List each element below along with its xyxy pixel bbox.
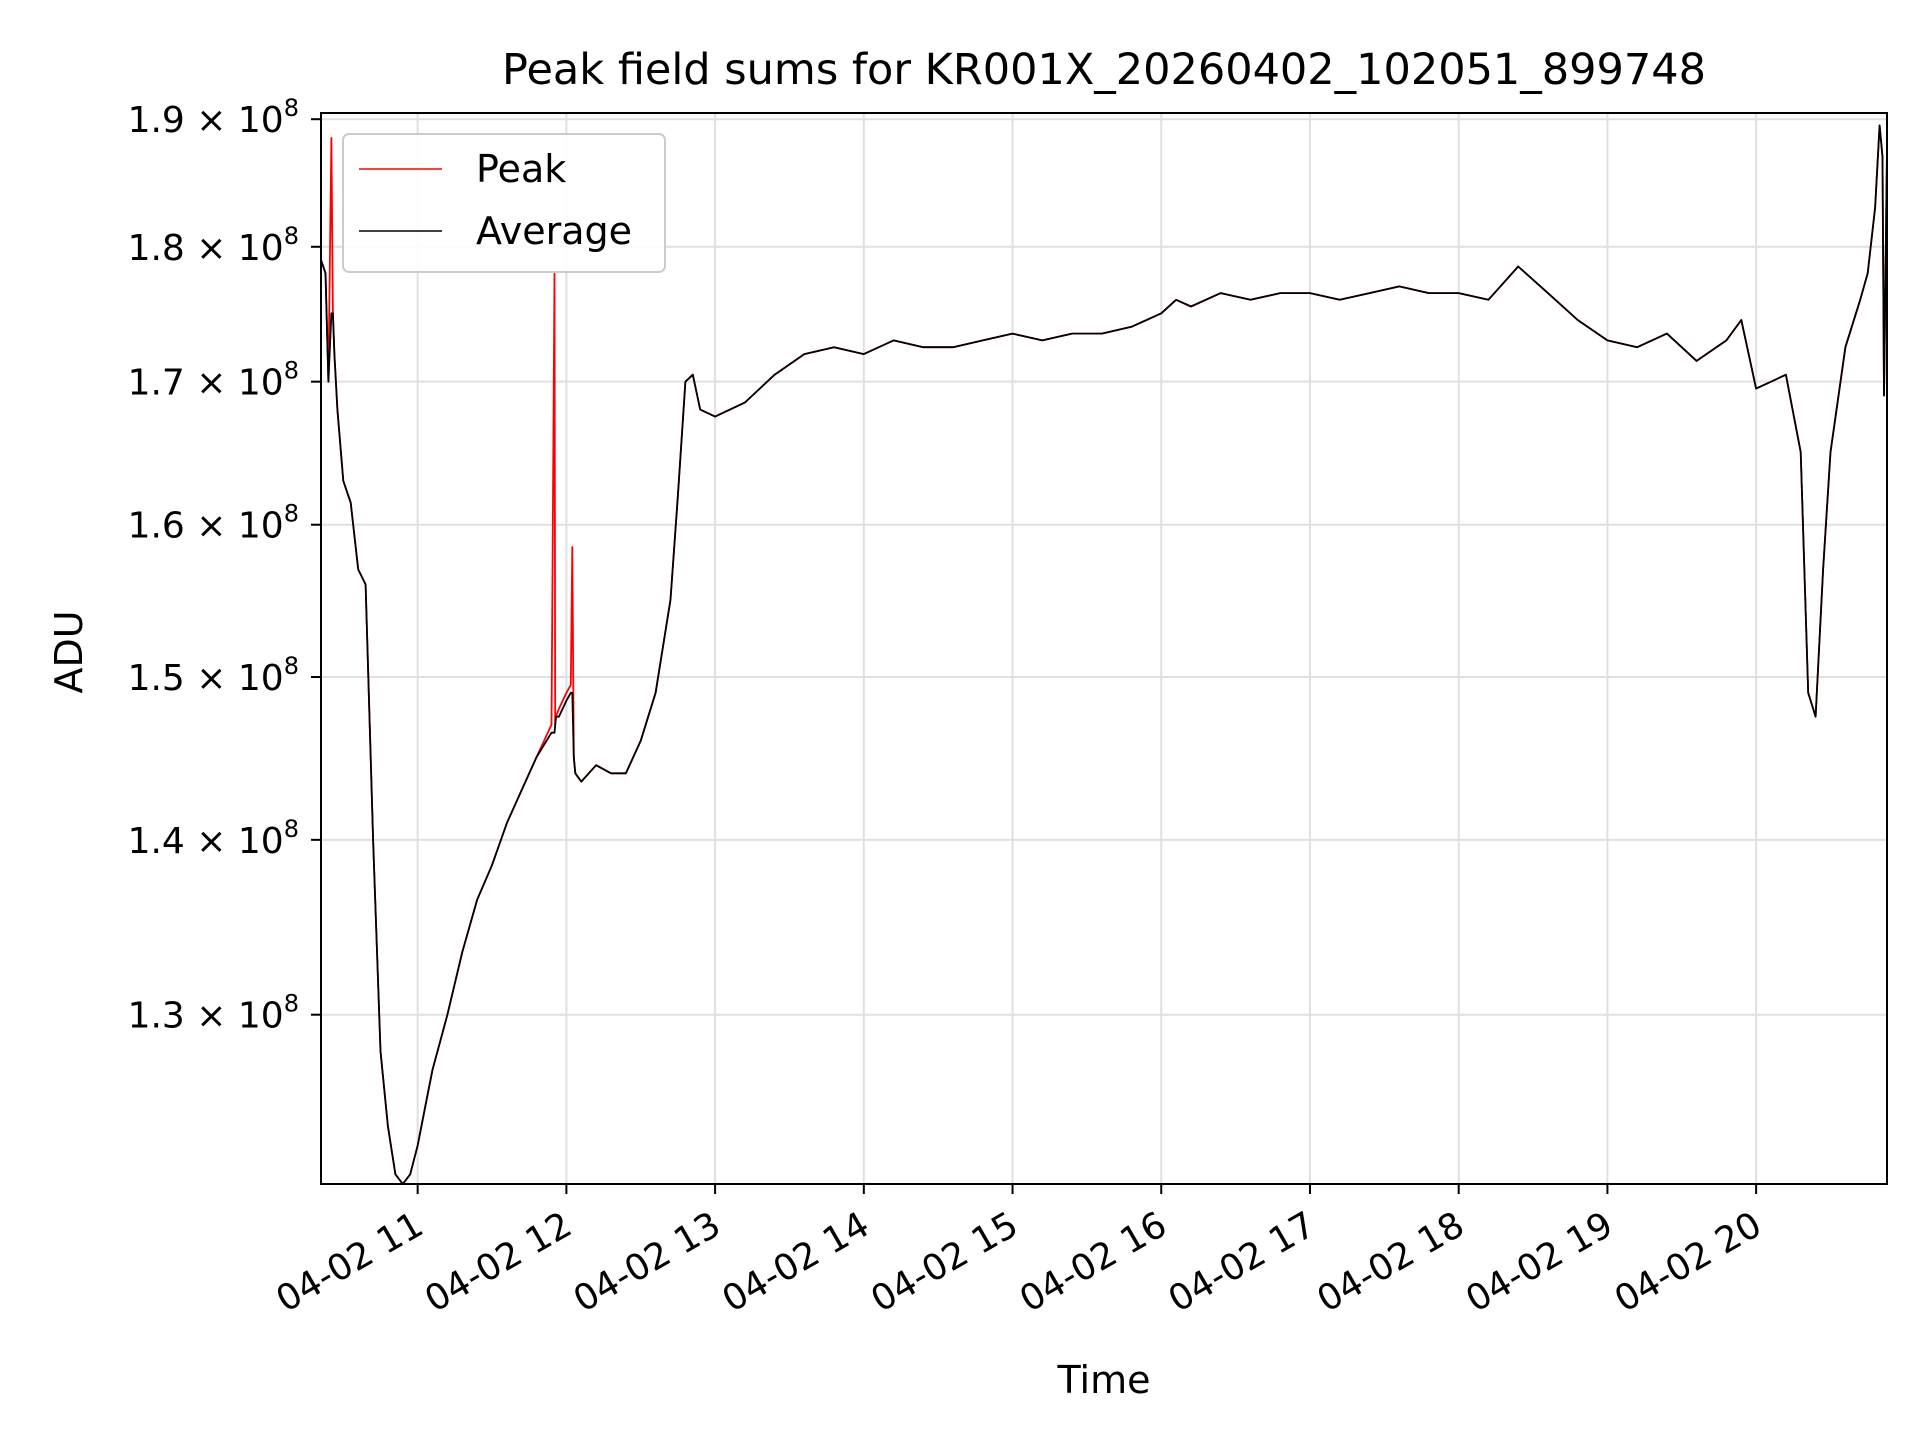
y-tick-exponent: 8 <box>284 990 299 1018</box>
x-axis-label: Time <box>1057 1358 1151 1402</box>
y-tick-label: 1.3 × 108 <box>128 990 299 1037</box>
grid <box>321 113 1887 1184</box>
chart-title: Peak field sums for KR001X_20260402_1020… <box>502 45 1706 95</box>
plot-lines <box>320 124 1888 1185</box>
y-tick-exponent: 8 <box>284 500 299 528</box>
series-line-average <box>320 124 1888 1185</box>
y-tick-mantissa: 1.8 <box>128 228 185 269</box>
legend-peak-label: Peak <box>476 147 566 191</box>
y-tick-label: 1.4 × 108 <box>128 815 299 862</box>
y-tick-base: 10 <box>238 658 284 699</box>
y-tick-mantissa: 1.4 <box>128 821 185 862</box>
y-tick-exponent: 8 <box>284 94 299 122</box>
y-tick-base: 10 <box>238 506 284 547</box>
y-tick-base: 10 <box>238 228 284 269</box>
y-tick-label: 1.8 × 108 <box>128 222 299 269</box>
y-tick-label: 1.5 × 108 <box>128 652 299 699</box>
y-tick-base: 10 <box>238 996 284 1037</box>
y-tick-exponent: 8 <box>284 815 299 843</box>
y-tick-mantissa: 1.5 <box>128 658 185 699</box>
y-tick-base: 10 <box>238 821 284 862</box>
y-axis-label: ADU <box>47 610 91 693</box>
y-tick-exponent: 8 <box>284 222 299 250</box>
y-tick-label: 1.7 × 108 <box>128 357 299 404</box>
y-tick-mantissa: 1.9 <box>128 100 185 141</box>
plot-frame <box>320 112 1888 1185</box>
legend: Peak Average <box>342 133 666 273</box>
y-tick-label: 1.9 × 108 <box>128 94 299 141</box>
y-tick-exponent: 8 <box>284 652 299 680</box>
y-axis-ticks: 1.3 × 108 1.4 × 108 1.5 × 108 1.6 × 108 1.7 … <box>128 94 321 1037</box>
y-tick-mantissa: 1.3 <box>128 996 185 1037</box>
legend-average-label: Average <box>476 209 632 253</box>
y-tick-mantissa: 1.7 <box>128 363 185 404</box>
y-tick-mantissa: 1.6 <box>128 506 185 547</box>
y-tick-base: 10 <box>238 100 284 141</box>
y-tick-exponent: 8 <box>284 357 299 385</box>
y-tick-label: 1.6 × 108 <box>128 500 299 547</box>
y-tick-base: 10 <box>238 363 284 404</box>
